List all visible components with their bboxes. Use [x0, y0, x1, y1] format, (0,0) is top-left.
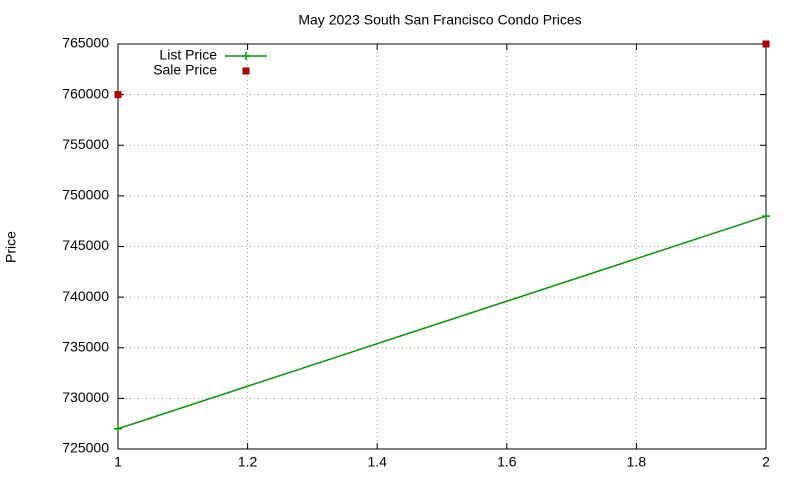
series-line	[117, 215, 767, 430]
y-tick-label: 750000	[62, 187, 109, 203]
y-tick-label: 755000	[62, 136, 109, 152]
y-tick-label: 725000	[62, 440, 109, 456]
chart-title: May 2023 South San Francisco Condo Price…	[298, 12, 581, 28]
y-tick-label: 745000	[62, 237, 109, 253]
x-tick-label: 2	[762, 454, 770, 470]
data-point	[114, 424, 122, 433]
y-tick-label: 740000	[62, 288, 109, 304]
data-point	[762, 40, 770, 48]
legend-label: Sale Price	[153, 62, 217, 78]
x-tick-label: 1.6	[497, 454, 517, 470]
legend-marker	[242, 52, 250, 60]
y-tick-label: 765000	[62, 35, 109, 51]
x-tick-label: 1	[114, 454, 122, 470]
y-tick-label: 735000	[62, 338, 109, 354]
y-axis-label: Price	[3, 231, 19, 263]
y-tick-label: 730000	[62, 389, 109, 405]
x-tick-label: 1.2	[238, 454, 258, 470]
legend-label: List Price	[159, 47, 217, 63]
data-point	[114, 91, 122, 99]
plot-border	[117, 43, 767, 450]
legend-marker	[242, 67, 250, 75]
x-tick-label: 1.4	[367, 454, 387, 470]
x-tick-label: 1.8	[627, 454, 647, 470]
data-point	[762, 212, 770, 221]
y-tick-label: 760000	[62, 85, 109, 101]
